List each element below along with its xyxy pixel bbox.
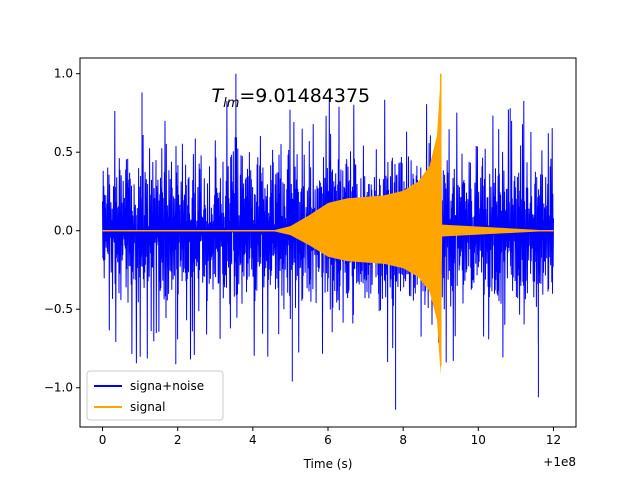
x-tick-label: 0 — [99, 433, 107, 447]
x-tick-label: 6 — [324, 433, 332, 447]
y-tick-label: 0.5 — [54, 145, 73, 159]
x-axis-ticks: 0 2 4 6 8 10 12 — [99, 427, 561, 447]
annotation-value: =9.01484375 — [239, 85, 370, 107]
annotation-main: T — [212, 85, 225, 107]
y-axis-ticks: −1.0 −0.5 0.0 0.5 1.0 — [44, 67, 80, 395]
x-tick-label: 2 — [174, 433, 182, 447]
legend: signa+noise signal — [86, 370, 224, 421]
y-tick-label: 1.0 — [54, 67, 73, 81]
y-tick-label: 0.0 — [54, 224, 73, 238]
series-layer — [102, 73, 554, 410]
y-tick-label: −0.5 — [44, 302, 73, 316]
series-signal-noise-line — [102, 73, 554, 410]
legend-label-signal: signal — [130, 400, 166, 414]
x-tick-label: 8 — [399, 433, 407, 447]
x-axis-offset-label: +1e8 — [543, 455, 576, 469]
legend-label-signal-noise: signa+noise — [130, 379, 204, 393]
y-tick-label: −1.0 — [44, 381, 73, 395]
x-tick-label: 4 — [249, 433, 257, 447]
x-tick-label: 12 — [546, 433, 561, 447]
annotation-subscript: lm — [223, 96, 239, 111]
x-tick-label: 10 — [471, 433, 486, 447]
x-axis-label: Time (s) — [303, 457, 353, 471]
merger-time-annotation: Tlm=9.01484375 — [212, 85, 371, 111]
